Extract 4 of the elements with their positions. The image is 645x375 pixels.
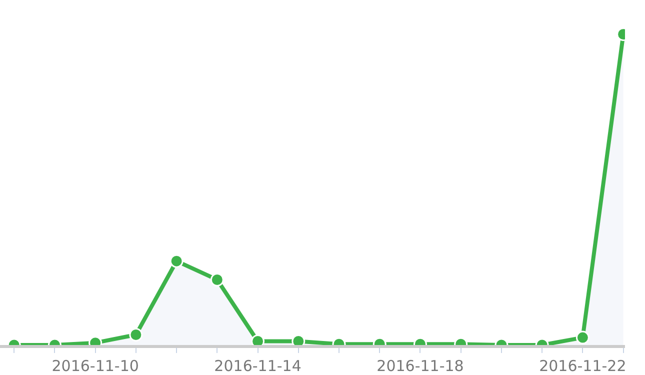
x-tick-label: 2016-11-22 bbox=[539, 357, 626, 375]
x-tick-label: 2016-11-18 bbox=[376, 357, 464, 375]
x-tick-label: 2016-11-10 bbox=[52, 357, 139, 375]
x-tick-label: 2016-11-14 bbox=[214, 357, 302, 375]
